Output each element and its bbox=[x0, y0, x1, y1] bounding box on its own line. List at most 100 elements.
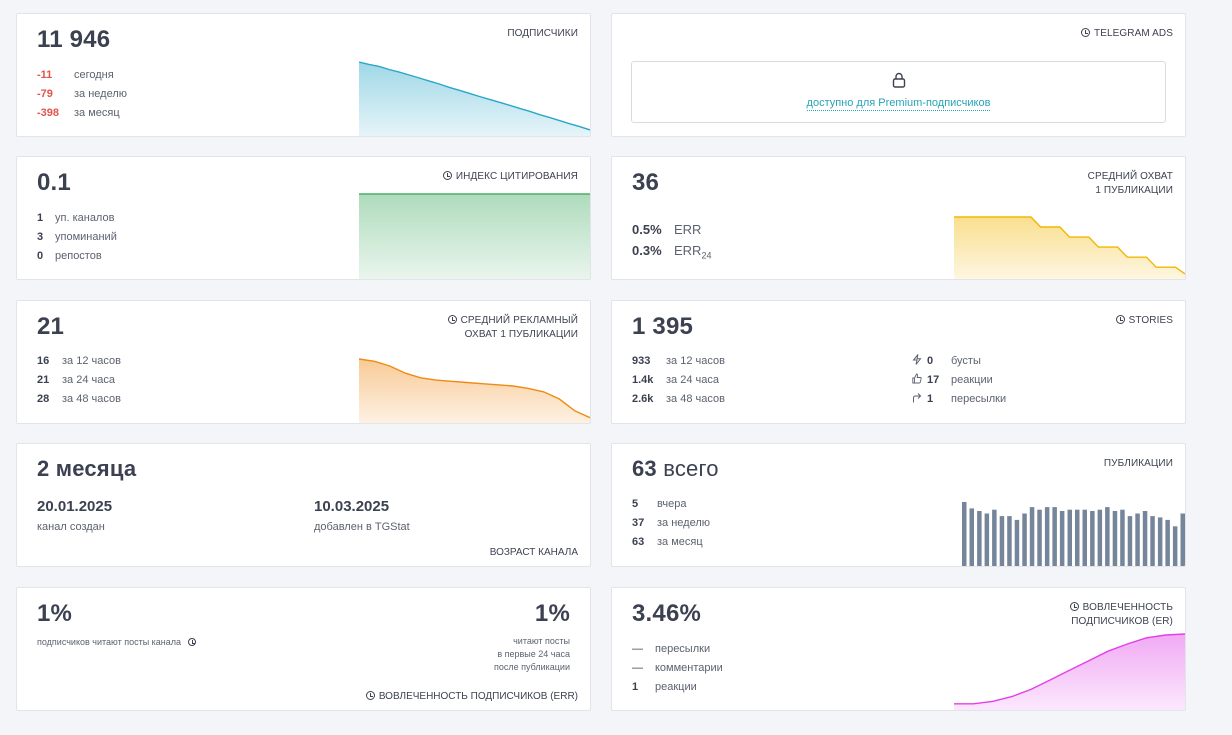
err-left-text: подписчиков читают посты канала bbox=[37, 637, 182, 647]
bar[interactable] bbox=[1067, 509, 1073, 566]
err-right-text-1: читают посты bbox=[513, 636, 570, 646]
stat-row: 28 за 48 часов bbox=[37, 393, 121, 405]
created-block: 20.01.2025 канал создан bbox=[37, 498, 112, 533]
citation-index: 0.1 bbox=[37, 169, 71, 196]
citation-label: ИНДЕКС ЦИТИРОВАНИЯ bbox=[455, 171, 578, 182]
ad-reach-card[interactable]: 21 СРЕДНИЙ РЕКЛАМНЫЙ ОХВАТ 1 ПУБЛИКАЦИИ … bbox=[16, 300, 591, 424]
avg-reach-card[interactable]: 36 СРЕДНИЙ ОХВАТ 1 ПУБЛИКАЦИИ 0.5% ERR 0.… bbox=[611, 156, 1186, 280]
forward-icon bbox=[913, 393, 922, 403]
citation-chart[interactable] bbox=[359, 193, 590, 279]
bar[interactable] bbox=[1014, 519, 1020, 566]
ad-reach-chart[interactable] bbox=[359, 357, 590, 423]
stat-row: 37 за неделю bbox=[632, 517, 711, 529]
citation-stats: 1 уп. каналов 3 упоминаний 0 репостов bbox=[37, 209, 117, 266]
thumbs-up-icon bbox=[912, 373, 922, 384]
bar[interactable] bbox=[1172, 526, 1178, 566]
bar[interactable] bbox=[1097, 509, 1103, 566]
err-stats: 0.5% ERR 0.3% ERR24 bbox=[632, 219, 711, 267]
reactions-row: 17 реакции bbox=[912, 371, 1006, 390]
stat-row: 16 за 12 часов bbox=[37, 355, 121, 367]
er-value: 3.46% bbox=[632, 600, 702, 627]
ad-reach-label-2: ОХВАТ 1 ПУБЛИКАЦИИ bbox=[464, 329, 578, 340]
premium-link[interactable]: доступно для Premium-подписчиков bbox=[806, 97, 991, 111]
series-line bbox=[954, 633, 1185, 705]
bar[interactable] bbox=[992, 509, 997, 566]
stat-row: -11 сегодня bbox=[37, 69, 114, 81]
bar[interactable] bbox=[1180, 513, 1186, 567]
clock-icon bbox=[1069, 602, 1079, 611]
info-icon[interactable] bbox=[187, 638, 196, 646]
bar[interactable] bbox=[1135, 513, 1140, 567]
stat-row: 2.6k за 48 часов bbox=[632, 393, 725, 405]
bar[interactable] bbox=[1165, 519, 1170, 566]
subscribers-label: ПОДПИСЧИКИ bbox=[507, 28, 578, 39]
bar[interactable] bbox=[1007, 516, 1012, 566]
bar[interactable] bbox=[1029, 507, 1035, 566]
area-fill bbox=[954, 217, 1185, 279]
avg-reach-chart[interactable] bbox=[954, 215, 1185, 279]
telegram-ads-card: TELEGRAM ADS доступно для Premium-подпис… bbox=[611, 13, 1186, 137]
er-chart[interactable] bbox=[954, 632, 1185, 710]
bar[interactable] bbox=[1022, 513, 1027, 567]
created-date: 20.01.2025 bbox=[37, 498, 113, 515]
err-right-text-3: после публикации bbox=[494, 662, 570, 672]
channel-age: 2 месяца bbox=[37, 456, 137, 481]
clock-icon bbox=[1081, 28, 1090, 37]
stat-row: — пересылки bbox=[632, 643, 711, 655]
er-stats: — пересылки — комментарии 1 реакции bbox=[632, 640, 723, 697]
bar[interactable] bbox=[962, 502, 967, 566]
stat-row: 63 за месяц bbox=[632, 536, 703, 548]
stat-row: 3 упоминаний bbox=[37, 231, 117, 243]
err-right-text-2: в первые 24 часа bbox=[497, 649, 570, 659]
bar[interactable] bbox=[1059, 511, 1065, 566]
publications-card[interactable]: 63 всего ПУБЛИКАЦИИ 5 вчера 37 за неделю 6… bbox=[611, 443, 1186, 567]
bar[interactable] bbox=[977, 511, 982, 566]
stories-label: STORIES bbox=[1128, 315, 1173, 326]
stat-row: 21 за 24 часа bbox=[37, 374, 115, 386]
area-fill bbox=[359, 359, 590, 423]
bar[interactable] bbox=[1127, 516, 1133, 566]
channel-age-label: ВОЗРАСТ КАНАЛА bbox=[489, 547, 578, 558]
bar[interactable] bbox=[1044, 507, 1050, 566]
bar[interactable] bbox=[1105, 507, 1110, 566]
ad-reach-value: 21 bbox=[37, 313, 65, 340]
stories-card[interactable]: 1 395 STORIES 933 за 12 часов 1.4k за 24 ч… bbox=[611, 300, 1186, 424]
bar[interactable] bbox=[1120, 509, 1125, 566]
subscribers-card[interactable]: 11 946 ПОДПИСЧИКИ -11 сегодня -79 за недел… bbox=[16, 13, 591, 137]
bar[interactable] bbox=[1142, 511, 1148, 566]
publications-chart[interactable] bbox=[954, 500, 1185, 566]
publications-stats: 5 вчера 37 за неделю 63 за месяц bbox=[632, 495, 710, 552]
avg-reach-value: 36 bbox=[632, 169, 660, 196]
boosts-row: 0 бусты bbox=[912, 352, 1006, 371]
series-line bbox=[359, 61, 590, 131]
stories-views: 1 395 bbox=[632, 313, 694, 340]
bar[interactable] bbox=[1075, 509, 1080, 566]
bar[interactable] bbox=[984, 513, 990, 567]
premium-lock-box[interactable]: доступно для Premium-подписчиков bbox=[631, 61, 1166, 123]
bar[interactable] bbox=[999, 516, 1005, 566]
added-block: 10.03.2025 добавлен в TGStat bbox=[314, 498, 410, 533]
subscribers-stats: -11 сегодня -79 за неделю -398 за месяц bbox=[37, 66, 127, 123]
stories-extra: 0 бусты 17 реакции 1 пересылки bbox=[912, 352, 1006, 409]
added-date: 10.03.2025 bbox=[314, 498, 390, 515]
er-card[interactable]: 3.46% ВОВЛЕЧЕННОСТЬ ПОДПИСЧИКОВ (ER) — пе… bbox=[611, 587, 1186, 711]
err-card: 1% подписчиков читают посты канала 1% чи… bbox=[16, 587, 591, 711]
bar[interactable] bbox=[1090, 511, 1095, 566]
bar[interactable] bbox=[969, 508, 975, 566]
subscribers-chart[interactable] bbox=[359, 60, 590, 136]
bar[interactable] bbox=[1037, 509, 1042, 566]
area-fill bbox=[359, 62, 590, 136]
publications-label: ПУБЛИКАЦИИ bbox=[1103, 458, 1173, 469]
publications-total: 63 всего bbox=[632, 456, 719, 481]
stat-row: 0 репостов bbox=[37, 250, 102, 262]
bar[interactable] bbox=[1157, 517, 1163, 566]
stat-row: -398 за месяц bbox=[37, 107, 120, 119]
bar[interactable] bbox=[1112, 511, 1118, 566]
stat-row: — комментарии bbox=[632, 662, 723, 674]
clock-icon bbox=[442, 171, 452, 180]
bar[interactable] bbox=[1052, 507, 1057, 566]
lock-icon bbox=[892, 72, 906, 88]
citation-card[interactable]: 0.1 ИНДЕКС ЦИТИРОВАНИЯ 1 уп. каналов 3 упо… bbox=[16, 156, 591, 280]
bar[interactable] bbox=[1150, 516, 1155, 566]
bar[interactable] bbox=[1082, 509, 1088, 566]
